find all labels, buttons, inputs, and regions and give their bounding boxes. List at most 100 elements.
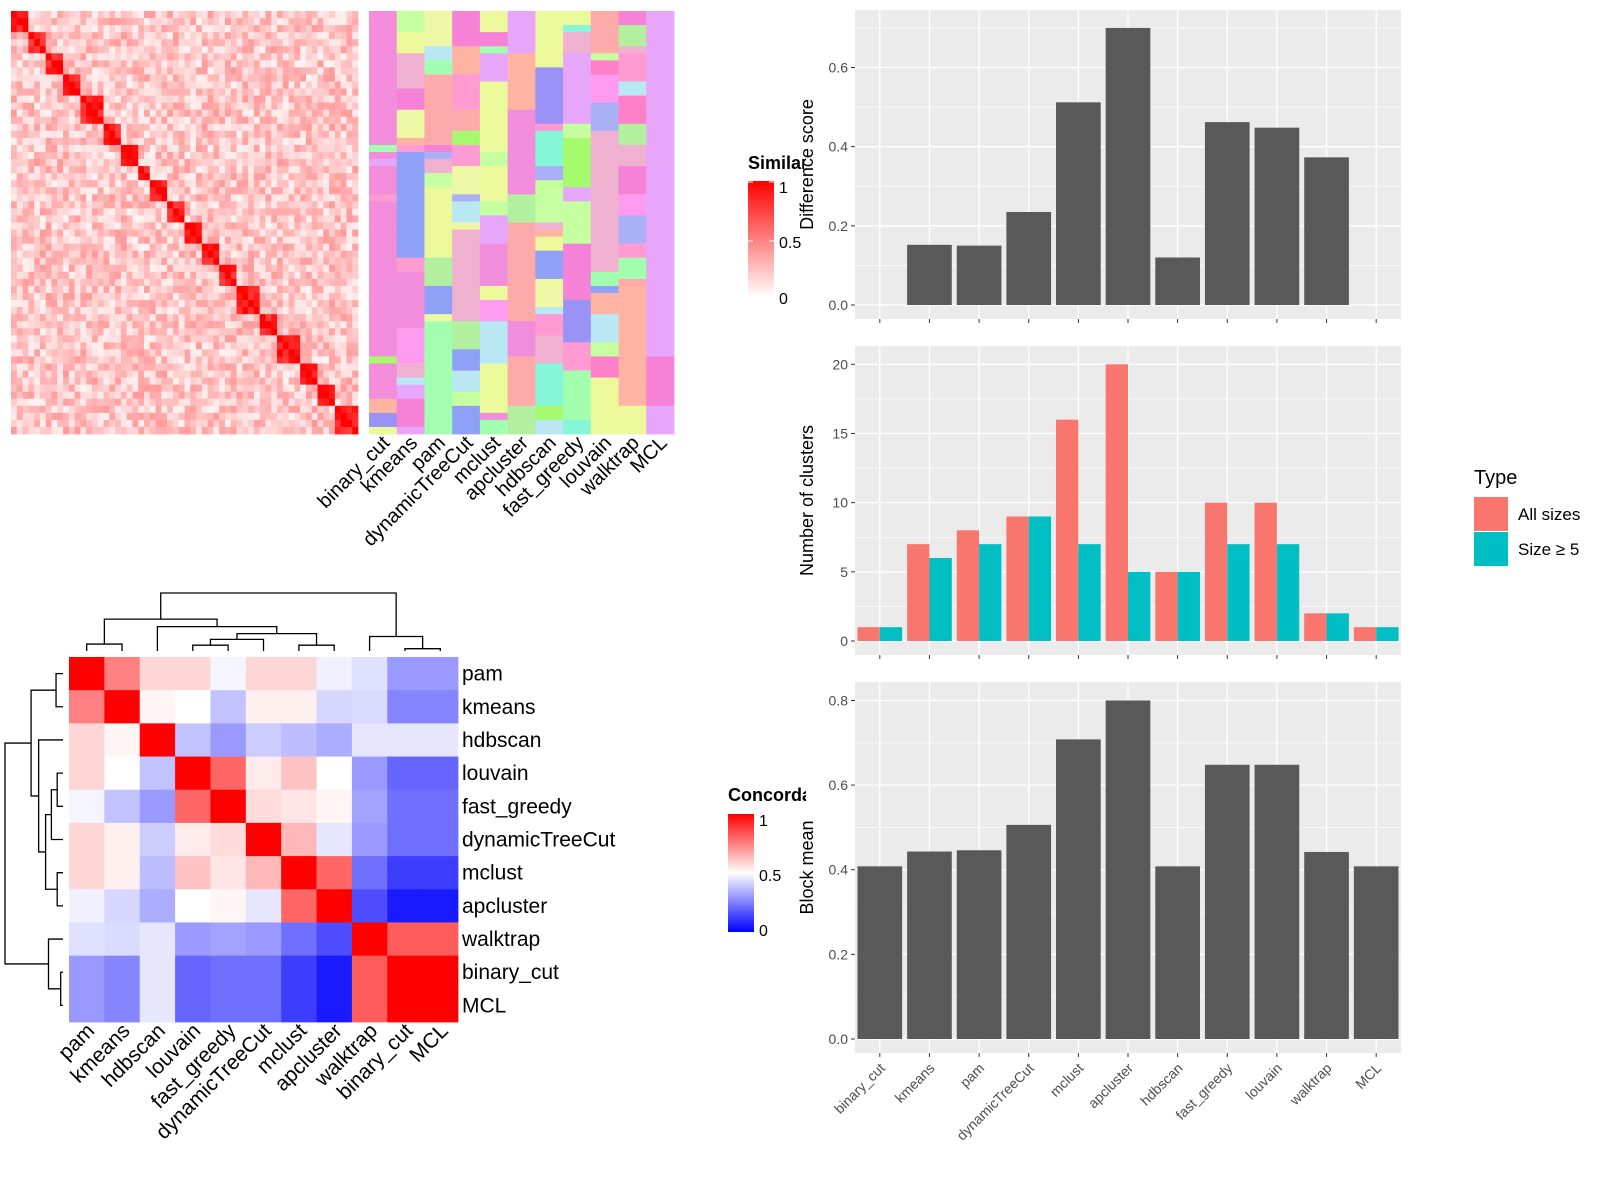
similarity-cell xyxy=(236,159,243,167)
similarity-cell xyxy=(190,102,197,111)
concordance-cell-binary_cut-walktrap xyxy=(351,955,388,990)
bar-binary_cut-all-sizes xyxy=(857,627,880,641)
heatmap2-row-label-pam: pam xyxy=(462,663,503,686)
similarity-cell xyxy=(213,201,220,209)
similarity-cell xyxy=(45,363,52,371)
similarity-cell xyxy=(74,144,81,153)
similarity-cell xyxy=(80,398,87,407)
class-cell-walktrap xyxy=(618,39,647,47)
similarity-cell xyxy=(86,159,93,167)
similarity-cell xyxy=(178,377,185,386)
similarity-cell xyxy=(80,60,87,68)
similarity-tick-1: 1 xyxy=(779,180,788,197)
class-cell-fast_greedy xyxy=(563,81,592,89)
similarity-cell xyxy=(178,53,185,61)
dendrogram-branch xyxy=(56,772,63,807)
similarity-cell xyxy=(346,398,353,407)
similarity-cell xyxy=(11,328,18,336)
similarity-cell xyxy=(346,18,353,26)
similarity-cell xyxy=(155,328,162,336)
similarity-cell xyxy=(196,412,203,421)
class-cell-hdbscan xyxy=(535,159,564,167)
class-cell-louvain xyxy=(590,293,619,301)
similarity-cell xyxy=(149,335,156,343)
similarity-cell xyxy=(149,187,156,195)
similarity-cell xyxy=(161,173,168,181)
similarity-cell xyxy=(346,123,353,132)
similarity-cell xyxy=(109,264,116,273)
similarity-cell xyxy=(259,60,266,68)
similarity-cell xyxy=(329,335,336,343)
class-cell-pam xyxy=(424,201,453,209)
similarity-cell xyxy=(311,32,318,40)
similarity-cell xyxy=(346,130,353,139)
similarity-cell xyxy=(51,173,58,181)
bar-dynamicTreeCut-all-sizes xyxy=(1006,516,1029,641)
similarity-cell xyxy=(259,194,266,202)
similarity-cell xyxy=(323,74,330,82)
similarity-cell xyxy=(126,25,133,33)
similarity-cell xyxy=(294,321,301,329)
similarity-cell xyxy=(219,391,226,400)
concordance-cell-apcluster-kmeans xyxy=(104,889,141,923)
similarity-cell xyxy=(190,236,197,245)
similarity-cell xyxy=(329,74,336,82)
similarity-cell xyxy=(282,102,289,111)
similarity-cell xyxy=(178,144,185,153)
class-cell-MCL xyxy=(646,384,675,393)
similarity-cell xyxy=(11,46,18,54)
similarity-cell xyxy=(16,11,23,19)
similarity-cell xyxy=(63,264,70,273)
similarity-cell xyxy=(80,307,87,315)
similarity-cell xyxy=(242,102,249,111)
similarity-cell xyxy=(115,187,122,195)
class-cell-hdbscan xyxy=(535,166,564,174)
similarity-cell xyxy=(68,300,76,308)
similarity-cell xyxy=(184,39,191,47)
similarity-cell xyxy=(109,194,116,202)
similarity-cell xyxy=(184,88,191,96)
similarity-cell xyxy=(201,166,209,174)
similarity-cell xyxy=(155,159,162,167)
similarity-cell xyxy=(45,426,52,435)
class-cell-fast_greedy xyxy=(563,314,592,322)
class-cell-fast_greedy xyxy=(563,137,592,146)
similarity-cell xyxy=(172,32,180,40)
bar-hdbscan-all-sizes xyxy=(1155,571,1178,641)
similarity-cell xyxy=(161,405,168,414)
similarity-cell xyxy=(28,102,35,111)
similarity-cell xyxy=(80,250,87,259)
similarity-matrix xyxy=(11,11,359,435)
similarity-cell xyxy=(190,46,197,54)
similarity-cell xyxy=(109,180,116,188)
similarity-cell xyxy=(172,173,180,181)
similarity-cell xyxy=(161,180,168,188)
similarity-cell xyxy=(16,285,23,294)
class-cell-walktrap xyxy=(618,222,647,230)
similarity-cell xyxy=(340,342,347,350)
class-cell-louvain xyxy=(590,278,619,287)
similarity-cell xyxy=(161,335,168,343)
similarity-cell xyxy=(294,377,301,386)
similarity-cell xyxy=(120,46,128,54)
similarity-cell xyxy=(132,307,139,315)
similarity-cell xyxy=(74,229,81,237)
similarity-cell xyxy=(51,32,58,40)
similarity-cell xyxy=(277,293,284,301)
similarity-cell xyxy=(155,412,162,421)
similarity-cell xyxy=(97,384,104,393)
class-cell-louvain xyxy=(590,321,619,329)
similarity-cell xyxy=(352,60,359,68)
similarity-cell xyxy=(196,187,203,195)
class-cell-apcluster xyxy=(507,208,536,216)
class-cell-louvain xyxy=(590,349,619,357)
similarity-cell xyxy=(132,18,139,26)
similarity-cell xyxy=(253,307,261,315)
similarity-cell xyxy=(45,349,52,357)
similarity-cell xyxy=(149,173,156,181)
similarity-cell xyxy=(74,81,81,89)
similarity-cell xyxy=(219,144,226,153)
similarity-cell xyxy=(311,335,318,343)
similarity-cell xyxy=(97,173,104,181)
similarity-cell xyxy=(80,137,87,146)
